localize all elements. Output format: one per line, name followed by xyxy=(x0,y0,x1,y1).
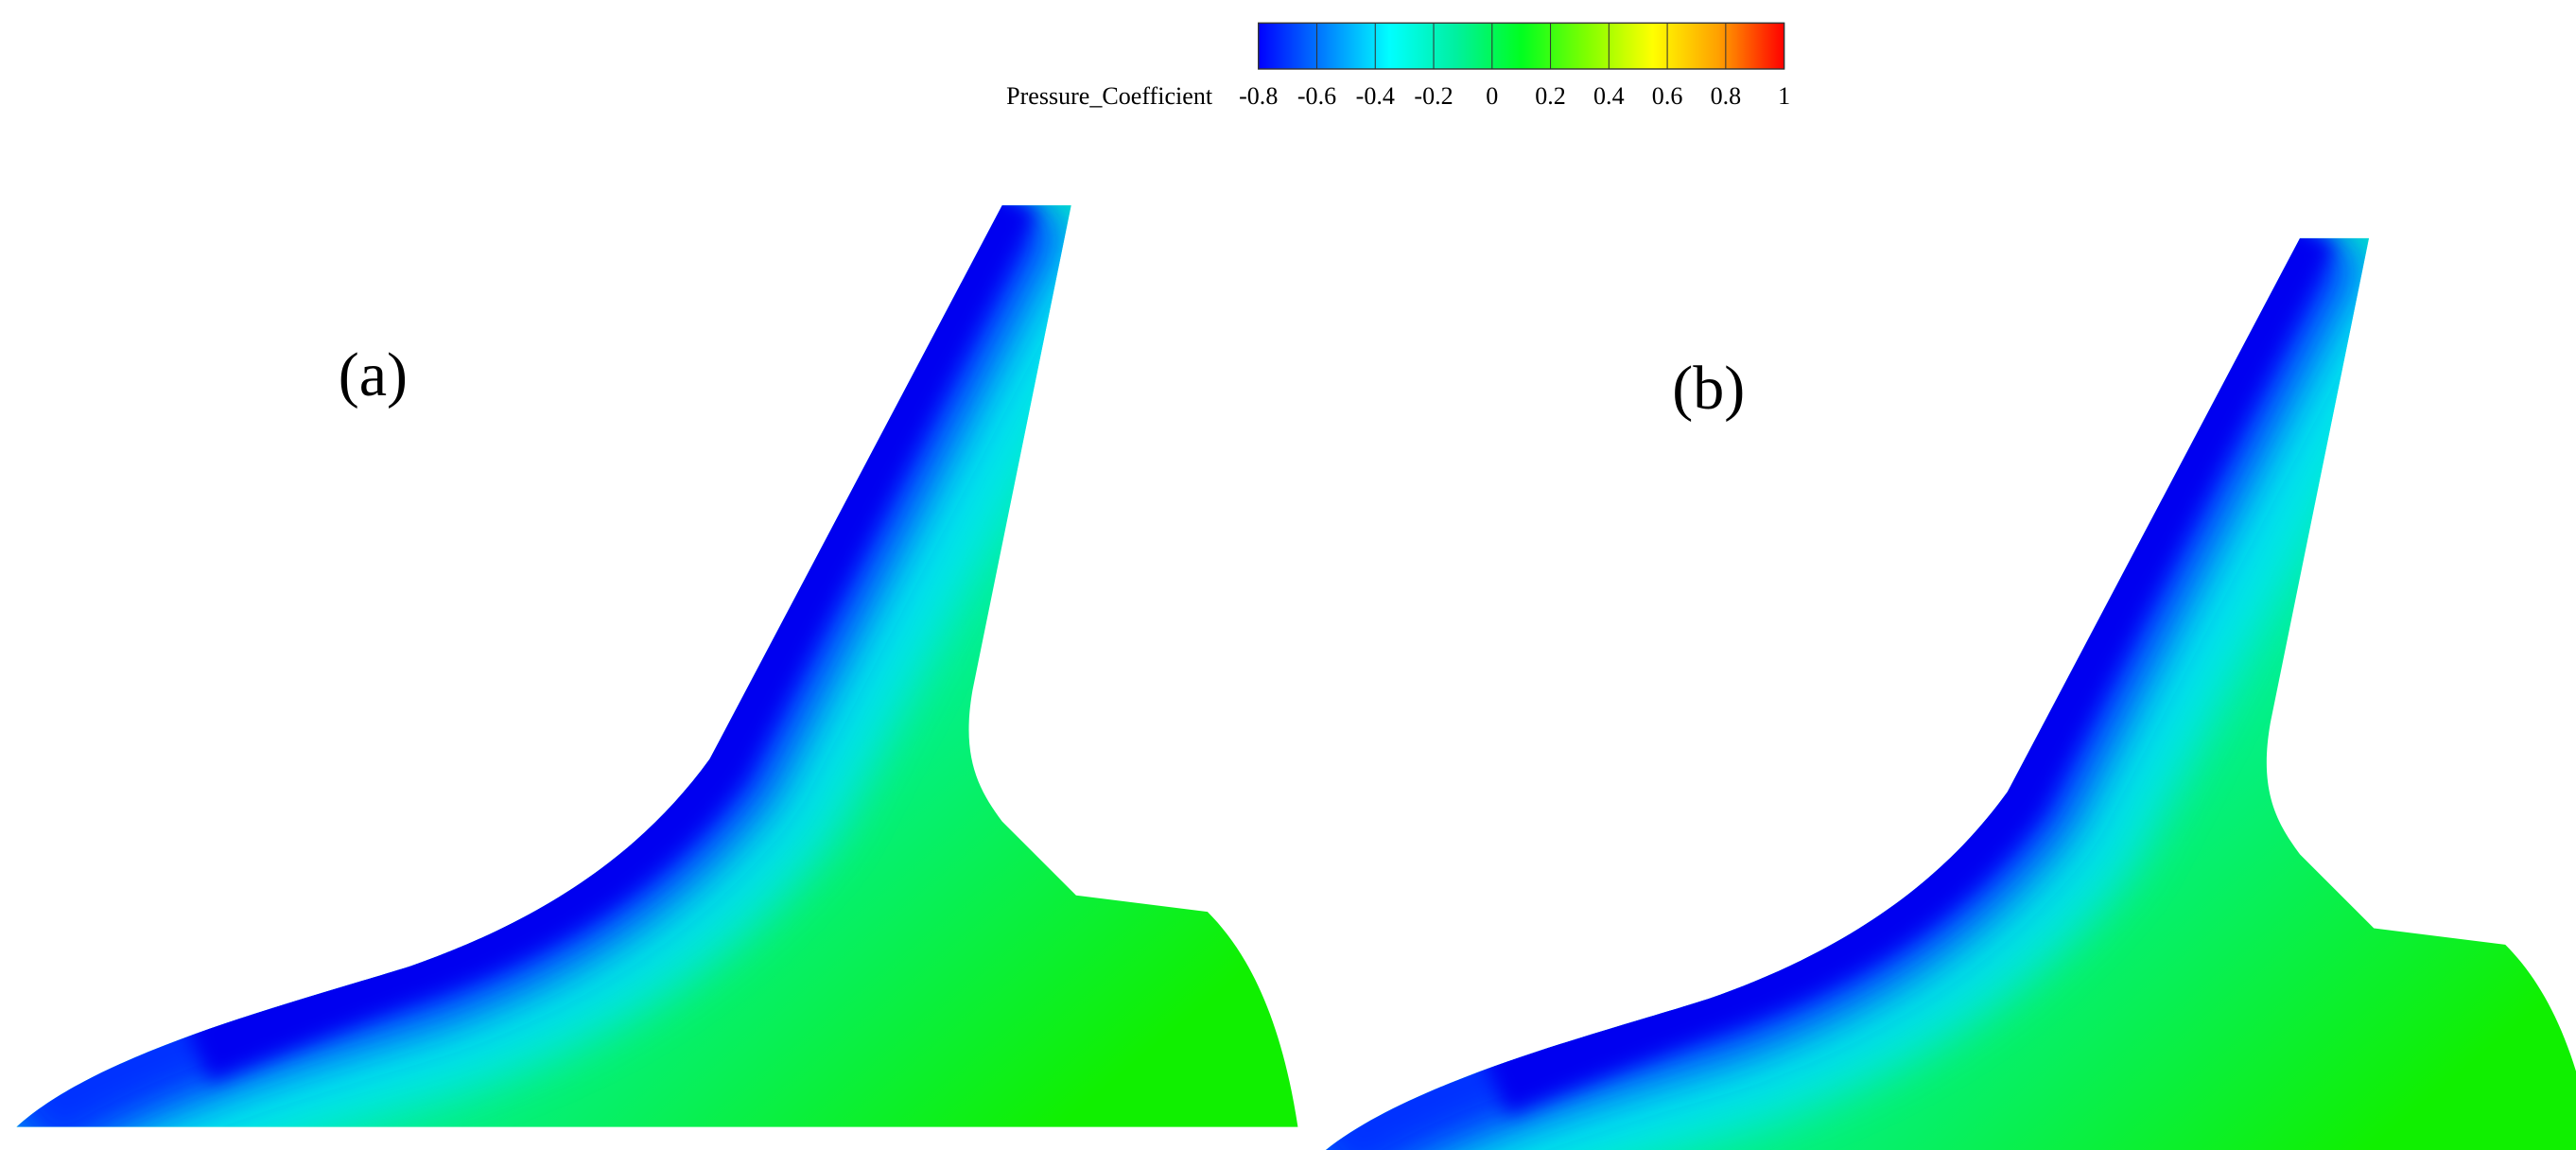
tick-label: -0.8 xyxy=(1239,82,1278,110)
colorbar: -0.8 -0.6 -0.4 -0.2 0 0.2 0.4 0.6 0.8 1 xyxy=(1239,22,1790,110)
tick-label: 0.2 xyxy=(1535,82,1566,110)
panel-label: (a) xyxy=(339,340,408,409)
tick-label: 0 xyxy=(1486,82,1498,110)
wing-contour xyxy=(0,197,1297,1150)
tick-label: -0.4 xyxy=(1356,82,1395,110)
tick-label: 1 xyxy=(1778,82,1790,110)
panel-a xyxy=(0,197,1297,1150)
colorbar-fill xyxy=(1258,22,1785,70)
panel-b xyxy=(1281,230,2576,1150)
tick-label: 0.4 xyxy=(1593,82,1625,110)
wing-contour xyxy=(1281,230,2576,1150)
tick-label: -0.6 xyxy=(1297,82,1336,110)
tick-label: 0.8 xyxy=(1711,82,1742,110)
tick-label: -0.2 xyxy=(1414,82,1453,110)
panel-label: (b) xyxy=(1672,354,1745,423)
tick-label: 0.6 xyxy=(1652,82,1683,110)
colorbar-label: Pressure_Coefficient xyxy=(1006,82,1213,110)
